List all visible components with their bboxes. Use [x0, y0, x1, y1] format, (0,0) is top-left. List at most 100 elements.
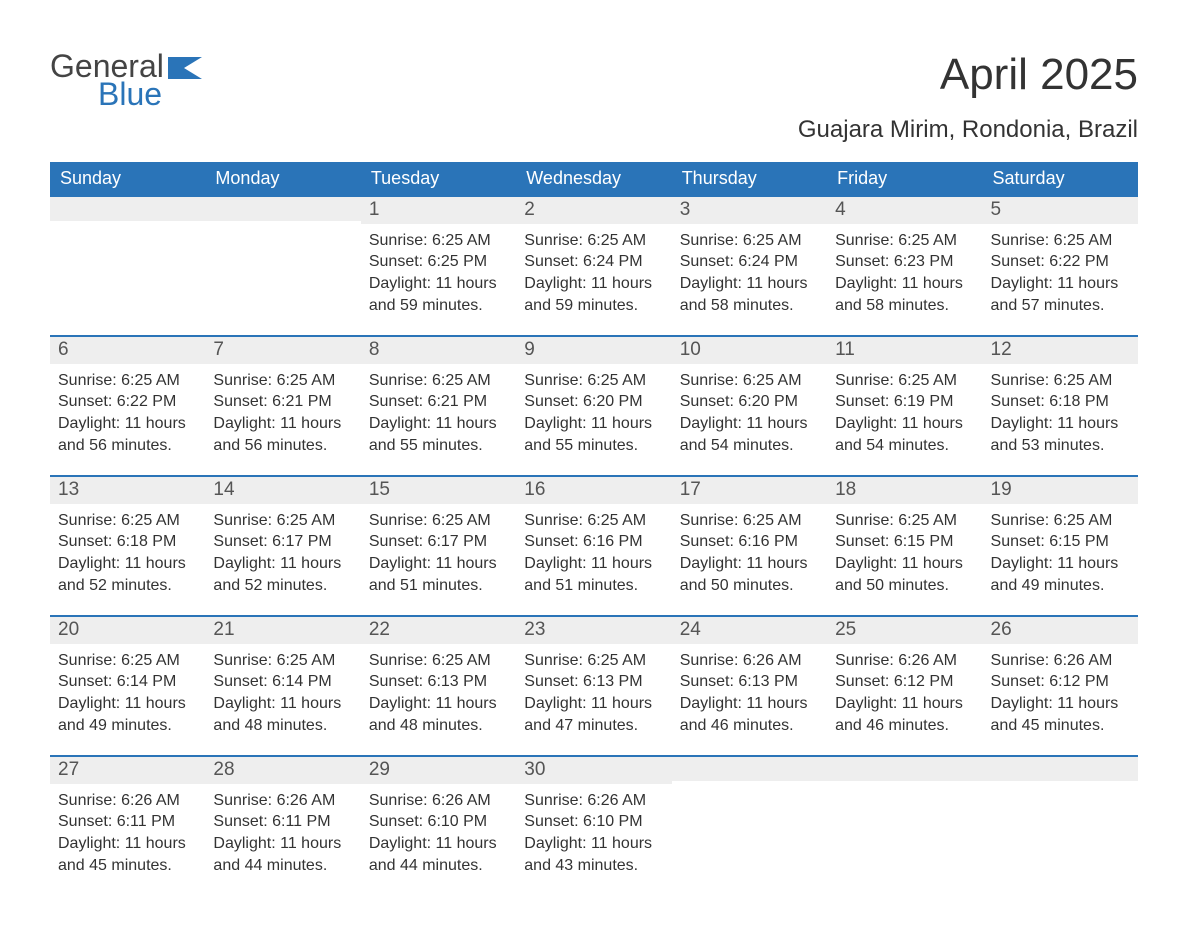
day-number-bar: 19 — [983, 475, 1138, 504]
calendar-cell — [827, 755, 982, 895]
day-number-bar: 6 — [50, 335, 205, 364]
sunrise-text: Sunrise: 6:25 AM — [835, 370, 974, 392]
sunrise-text: Sunrise: 6:25 AM — [835, 230, 974, 252]
sunset-text: Sunset: 6:10 PM — [369, 811, 508, 833]
sunset-text: Sunset: 6:10 PM — [524, 811, 663, 833]
daylight-text: Daylight: 11 hours and 51 minutes. — [524, 553, 663, 596]
day-details: Sunrise: 6:25 AMSunset: 6:14 PMDaylight:… — [50, 644, 205, 736]
day-number-bar — [672, 755, 827, 781]
sunrise-text: Sunrise: 6:25 AM — [369, 510, 508, 532]
daylight-text: Daylight: 11 hours and 48 minutes. — [369, 693, 508, 736]
day-details: Sunrise: 6:25 AMSunset: 6:18 PMDaylight:… — [50, 504, 205, 596]
weekday-header: Friday — [827, 162, 982, 195]
day-number-bar: 13 — [50, 475, 205, 504]
day-number-bar: 7 — [205, 335, 360, 364]
sunset-text: Sunset: 6:15 PM — [991, 531, 1130, 553]
daylight-text: Daylight: 11 hours and 58 minutes. — [680, 273, 819, 316]
logo: General Blue — [50, 50, 202, 110]
day-number-bar: 11 — [827, 335, 982, 364]
day-number-bar: 12 — [983, 335, 1138, 364]
calendar-cell: 4Sunrise: 6:25 AMSunset: 6:23 PMDaylight… — [827, 195, 982, 335]
day-details: Sunrise: 6:25 AMSunset: 6:17 PMDaylight:… — [361, 504, 516, 596]
sunset-text: Sunset: 6:13 PM — [680, 671, 819, 693]
day-details: Sunrise: 6:25 AMSunset: 6:24 PMDaylight:… — [672, 224, 827, 316]
calendar-cell — [205, 195, 360, 335]
day-number-bar: 9 — [516, 335, 671, 364]
day-number-bar: 14 — [205, 475, 360, 504]
day-details: Sunrise: 6:26 AMSunset: 6:11 PMDaylight:… — [50, 784, 205, 876]
calendar-week-row: 13Sunrise: 6:25 AMSunset: 6:18 PMDayligh… — [50, 475, 1138, 615]
daylight-text: Daylight: 11 hours and 52 minutes. — [58, 553, 197, 596]
sunset-text: Sunset: 6:23 PM — [835, 251, 974, 273]
day-details: Sunrise: 6:25 AMSunset: 6:15 PMDaylight:… — [827, 504, 982, 596]
day-number-bar — [983, 755, 1138, 781]
daylight-text: Daylight: 11 hours and 43 minutes. — [524, 833, 663, 876]
sunrise-text: Sunrise: 6:25 AM — [524, 650, 663, 672]
sunset-text: Sunset: 6:21 PM — [213, 391, 352, 413]
day-number-bar: 26 — [983, 615, 1138, 644]
calendar-cell: 1Sunrise: 6:25 AMSunset: 6:25 PMDaylight… — [361, 195, 516, 335]
daylight-text: Daylight: 11 hours and 48 minutes. — [213, 693, 352, 736]
sunrise-text: Sunrise: 6:25 AM — [680, 370, 819, 392]
calendar-cell: 26 Sunrise: 6:26 AMSunset: 6:12 PMDayligh… — [983, 615, 1138, 755]
day-details: Sunrise: 6:25 AMSunset: 6:15 PMDaylight:… — [983, 504, 1138, 596]
day-details: Sunrise: 6:25 AMSunset: 6:19 PMDaylight:… — [827, 364, 982, 456]
day-number-bar: 27 — [50, 755, 205, 784]
sunrise-text: Sunrise: 6:25 AM — [58, 510, 197, 532]
calendar-cell: 29Sunrise: 6:26 AMSunset: 6:10 PMDayligh… — [361, 755, 516, 895]
day-details: Sunrise: 6:25 AMSunset: 6:22 PMDaylight:… — [983, 224, 1138, 316]
day-details: Sunrise: 6:26 AMSunset: 6:13 PMDaylight:… — [672, 644, 827, 736]
calendar-cell: 24Sunrise: 6:26 AMSunset: 6:13 PMDayligh… — [672, 615, 827, 755]
sunset-text: Sunset: 6:16 PM — [680, 531, 819, 553]
day-details: Sunrise: 6:26 AMSunset: 6:12 PMDaylight:… — [827, 644, 982, 736]
sunset-text: Sunset: 6:12 PM — [991, 671, 1130, 693]
day-details: Sunrise: 6:25 AMSunset: 6:22 PMDaylight:… — [50, 364, 205, 456]
daylight-text: Daylight: 11 hours and 50 minutes. — [835, 553, 974, 596]
day-number-bar: 10 — [672, 335, 827, 364]
day-number-bar: 3 — [672, 195, 827, 224]
day-number-bar: 22 — [361, 615, 516, 644]
calendar-cell: 17Sunrise: 6:25 AMSunset: 6:16 PMDayligh… — [672, 475, 827, 615]
day-number-bar: 15 — [361, 475, 516, 504]
sunrise-text: Sunrise: 6:26 AM — [524, 790, 663, 812]
calendar-week-row: 6Sunrise: 6:25 AMSunset: 6:22 PMDaylight… — [50, 335, 1138, 475]
sunset-text: Sunset: 6:11 PM — [213, 811, 352, 833]
sunrise-text: Sunrise: 6:25 AM — [680, 510, 819, 532]
calendar-cell: 30Sunrise: 6:26 AMSunset: 6:10 PMDayligh… — [516, 755, 671, 895]
daylight-text: Daylight: 11 hours and 44 minutes. — [369, 833, 508, 876]
sunrise-text: Sunrise: 6:26 AM — [369, 790, 508, 812]
day-number-bar: 5 — [983, 195, 1138, 224]
day-details: Sunrise: 6:25 AMSunset: 6:18 PMDaylight:… — [983, 364, 1138, 456]
day-number-bar: 24 — [672, 615, 827, 644]
daylight-text: Daylight: 11 hours and 46 minutes. — [680, 693, 819, 736]
weekday-header: Thursday — [672, 162, 827, 195]
sunset-text: Sunset: 6:24 PM — [680, 251, 819, 273]
sunrise-text: Sunrise: 6:25 AM — [524, 230, 663, 252]
daylight-text: Daylight: 11 hours and 45 minutes. — [991, 693, 1130, 736]
day-number-bar: 20 — [50, 615, 205, 644]
calendar-table: SundayMondayTuesdayWednesdayThursdayFrid… — [50, 162, 1138, 895]
sunrise-text: Sunrise: 6:26 AM — [991, 650, 1130, 672]
logo-flag-icon — [168, 57, 202, 83]
sunrise-text: Sunrise: 6:25 AM — [369, 650, 508, 672]
day-details: Sunrise: 6:25 AMSunset: 6:25 PMDaylight:… — [361, 224, 516, 316]
sunset-text: Sunset: 6:13 PM — [524, 671, 663, 693]
day-number-bar: 16 — [516, 475, 671, 504]
weekday-header: Tuesday — [361, 162, 516, 195]
calendar-cell: 14Sunrise: 6:25 AMSunset: 6:17 PMDayligh… — [205, 475, 360, 615]
header: General Blue April 2025 Guajara Mirim, R… — [50, 50, 1138, 156]
sunset-text: Sunset: 6:22 PM — [991, 251, 1130, 273]
sunset-text: Sunset: 6:19 PM — [835, 391, 974, 413]
daylight-text: Daylight: 11 hours and 55 minutes. — [524, 413, 663, 456]
calendar-cell: 27Sunrise: 6:26 AMSunset: 6:11 PMDayligh… — [50, 755, 205, 895]
day-number-bar: 28 — [205, 755, 360, 784]
sunrise-text: Sunrise: 6:25 AM — [369, 230, 508, 252]
daylight-text: Daylight: 11 hours and 57 minutes. — [991, 273, 1130, 316]
daylight-text: Daylight: 11 hours and 52 minutes. — [213, 553, 352, 596]
calendar-cell: 15Sunrise: 6:25 AMSunset: 6:17 PMDayligh… — [361, 475, 516, 615]
weekday-header: Monday — [205, 162, 360, 195]
daylight-text: Daylight: 11 hours and 55 minutes. — [369, 413, 508, 456]
sunset-text: Sunset: 6:15 PM — [835, 531, 974, 553]
weekday-header: Wednesday — [516, 162, 671, 195]
sunrise-text: Sunrise: 6:25 AM — [58, 370, 197, 392]
